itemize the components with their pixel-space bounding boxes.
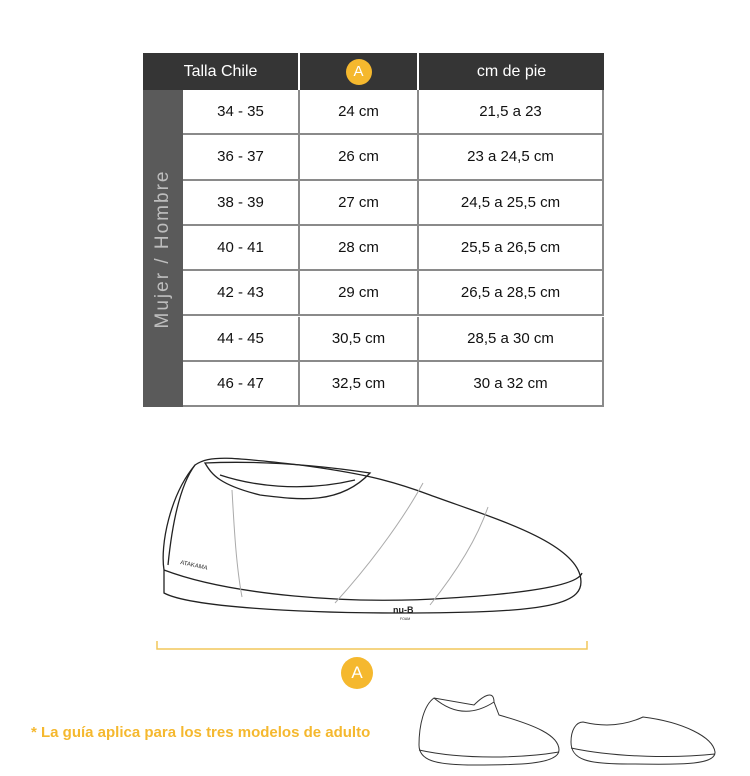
footnote: * La guía aplica para los tres modelos d…: [31, 724, 371, 741]
a-badge: A: [345, 58, 372, 85]
cell-talla: 44 - 45: [183, 316, 300, 362]
cell-talla: 36 - 37: [183, 135, 300, 181]
cell-a: 27 cm: [300, 180, 419, 226]
cell-talla: 38 - 39: [183, 180, 300, 226]
cell-pie: 26,5 a 28,5 cm: [419, 271, 604, 317]
cell-a: 30,5 cm: [300, 316, 419, 362]
cell-talla: 42 - 43: [183, 271, 300, 317]
cell-pie: 23 a 24,5 cm: [419, 135, 604, 181]
shoe-thumbnail-1: [418, 694, 560, 766]
cell-pie: 28,5 a 30 cm: [419, 316, 604, 362]
header-a: A: [300, 53, 417, 90]
cell-pie: 21,5 a 23: [419, 90, 604, 136]
brand-label: ATAKAMA: [180, 560, 208, 572]
measure-bracket: [156, 641, 588, 650]
cell-a: 32,5 cm: [300, 361, 419, 408]
shoe-thumbnail-2: [570, 716, 716, 765]
group-label: Mujer / Hombre: [152, 169, 173, 328]
header-talla: Talla Chile: [143, 53, 298, 90]
cell-a: 24 cm: [300, 90, 419, 136]
sole-logo: nu-B: [393, 605, 414, 615]
cell-talla: 40 - 41: [183, 225, 300, 272]
cell-a: 26 cm: [300, 135, 419, 181]
cell-talla: 34 - 35: [183, 90, 300, 136]
sole-sub: FOAM: [400, 617, 410, 621]
size-table: Talla Chile A cm de pie Mujer / Hombre 3…: [143, 53, 604, 408]
group-label-bar: Mujer / Hombre: [143, 90, 183, 407]
cell-a: 29 cm: [300, 271, 419, 317]
measure-a-badge: A: [341, 657, 373, 689]
cell-pie: 25,5 a 26,5 cm: [419, 225, 604, 272]
shoe-illustration: ATAKAMA nu-B FOAM: [162, 457, 583, 621]
cell-a: 28 cm: [300, 225, 419, 272]
cell-pie: 30 a 32 cm: [419, 361, 604, 408]
cell-pie: 24,5 a 25,5 cm: [419, 180, 604, 226]
cell-talla: 46 - 47: [183, 361, 300, 408]
header-cm-pie: cm de pie: [419, 53, 604, 90]
